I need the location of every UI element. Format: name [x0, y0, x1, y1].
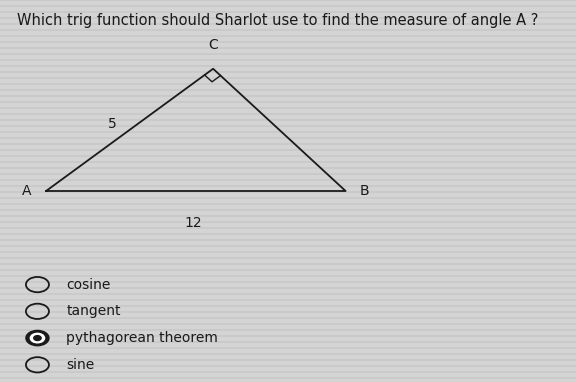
- Bar: [0, 313, 576, 316]
- Bar: [0, 31, 576, 34]
- Bar: [0, 355, 576, 358]
- Bar: [0, 37, 576, 40]
- Bar: [0, 127, 576, 130]
- Bar: [0, 289, 576, 292]
- Bar: [0, 25, 576, 28]
- Bar: [0, 79, 576, 82]
- Bar: [0, 283, 576, 286]
- Bar: [0, 199, 576, 202]
- Bar: [0, 187, 576, 190]
- Bar: [0, 211, 576, 214]
- Bar: [0, 67, 576, 70]
- Text: pythagorean theorem: pythagorean theorem: [66, 331, 218, 345]
- Bar: [0, 19, 576, 22]
- Bar: [0, 193, 576, 196]
- Bar: [0, 379, 576, 382]
- Bar: [0, 163, 576, 166]
- Bar: [0, 97, 576, 100]
- Bar: [0, 253, 576, 256]
- Bar: [0, 7, 576, 10]
- Bar: [0, 295, 576, 298]
- Bar: [0, 115, 576, 118]
- Bar: [0, 175, 576, 178]
- Bar: [0, 217, 576, 220]
- Bar: [0, 241, 576, 244]
- Bar: [0, 265, 576, 268]
- Circle shape: [34, 336, 41, 340]
- Bar: [0, 223, 576, 226]
- Circle shape: [26, 330, 49, 346]
- Bar: [0, 61, 576, 64]
- Bar: [0, 157, 576, 160]
- Bar: [0, 307, 576, 310]
- Bar: [0, 247, 576, 250]
- Bar: [0, 325, 576, 328]
- Bar: [0, 337, 576, 340]
- Bar: [0, 235, 576, 238]
- Bar: [0, 259, 576, 262]
- Bar: [0, 139, 576, 142]
- Bar: [0, 103, 576, 106]
- Bar: [0, 169, 576, 172]
- Text: C: C: [209, 37, 218, 52]
- Bar: [0, 49, 576, 52]
- Bar: [0, 373, 576, 376]
- Bar: [0, 229, 576, 232]
- Bar: [0, 13, 576, 16]
- Bar: [0, 343, 576, 346]
- Bar: [0, 277, 576, 280]
- Text: cosine: cosine: [66, 278, 111, 291]
- Text: 12: 12: [184, 216, 202, 230]
- Bar: [0, 133, 576, 136]
- Bar: [0, 121, 576, 124]
- Bar: [0, 73, 576, 76]
- Bar: [0, 91, 576, 94]
- Text: sine: sine: [66, 358, 94, 372]
- Bar: [0, 1, 576, 4]
- Bar: [0, 331, 576, 334]
- Bar: [0, 271, 576, 274]
- Bar: [0, 145, 576, 148]
- Bar: [0, 319, 576, 322]
- Text: 5: 5: [108, 117, 117, 131]
- Text: tangent: tangent: [66, 304, 121, 318]
- Bar: [0, 43, 576, 46]
- Bar: [0, 349, 576, 352]
- Bar: [0, 301, 576, 304]
- Circle shape: [31, 333, 44, 343]
- Bar: [0, 205, 576, 208]
- Bar: [0, 361, 576, 364]
- Bar: [0, 85, 576, 88]
- Bar: [0, 109, 576, 112]
- Bar: [0, 55, 576, 58]
- Text: Which trig function should Sharlot use to find the measure of angle A ?: Which trig function should Sharlot use t…: [17, 13, 539, 28]
- Bar: [0, 367, 576, 370]
- Bar: [0, 181, 576, 184]
- Text: B: B: [360, 184, 370, 198]
- Text: A: A: [22, 184, 32, 198]
- Bar: [0, 151, 576, 154]
